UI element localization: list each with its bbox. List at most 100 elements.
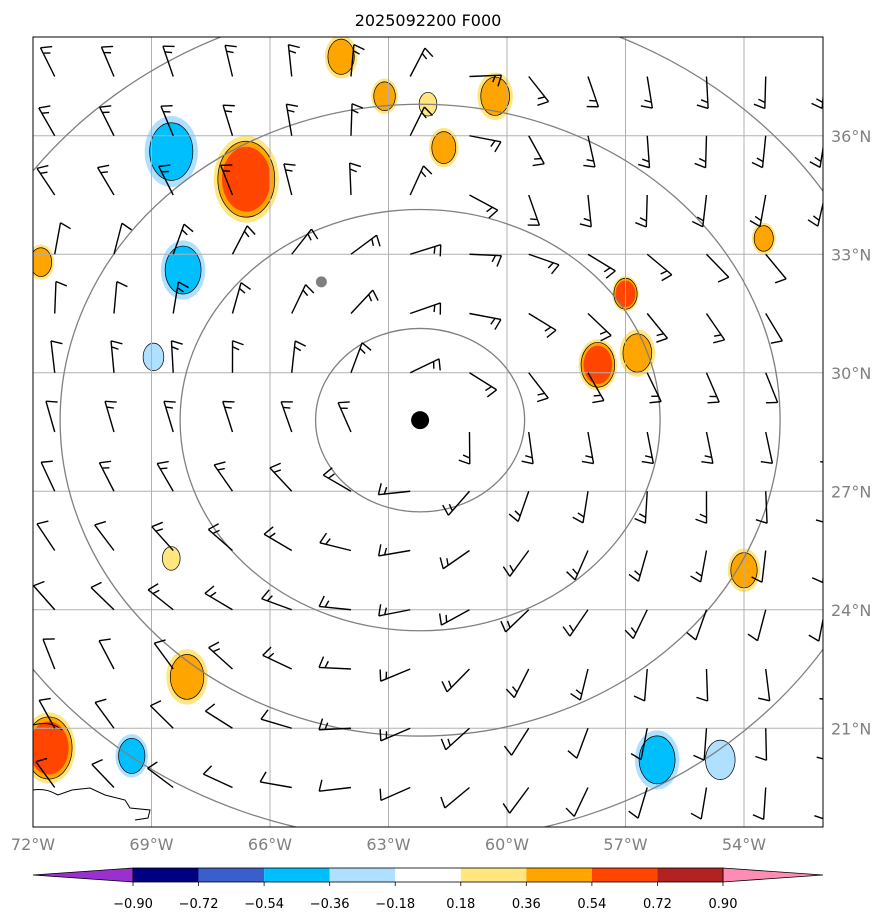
wind-barb [696, 76, 709, 110]
wind-barb [583, 135, 596, 168]
wind-barb [442, 490, 471, 516]
wind-barb [646, 313, 668, 343]
range-ring [314, 327, 526, 513]
longitude-tick-labels: 72°W 69°W 66°W 63°W 60°W 57°W 54°W [11, 835, 766, 854]
wind-barb [815, 519, 823, 523]
wind-barbs [33, 43, 840, 821]
wind-barb [641, 431, 655, 465]
wind-barb [528, 312, 557, 339]
wind-barb [528, 76, 550, 106]
wind-barb [269, 462, 293, 492]
wind-barb [99, 105, 115, 137]
wind-barb [377, 483, 411, 496]
contour-fill [583, 345, 613, 385]
wind-barb [202, 765, 233, 789]
range-ring [59, 103, 781, 737]
longitude-tick-label: 66°W [248, 835, 292, 854]
colorbar-segment [264, 868, 330, 882]
colorbar-segment [395, 868, 461, 882]
wind-barb [528, 253, 560, 275]
colorbar-tick-label: −0.18 [375, 897, 415, 912]
wind-barb [751, 135, 767, 169]
wind-barb [318, 718, 352, 731]
wind-barb [753, 76, 767, 110]
wind-barb [705, 253, 730, 283]
latitude-tick-label: 24°N [831, 601, 871, 620]
shaded-feature [634, 730, 680, 790]
map-plot-area [33, 37, 840, 827]
colorbar-segment [657, 868, 723, 882]
wind-barb [502, 787, 530, 814]
wind-barb [337, 401, 352, 433]
wind-barb [350, 43, 365, 77]
wind-barb [40, 460, 56, 492]
wind-barb [204, 585, 233, 611]
wind-barb [500, 609, 530, 633]
wind-barb [438, 609, 470, 626]
wind-barb [587, 372, 605, 404]
contour-fill [638, 735, 676, 785]
wind-barb [572, 491, 589, 524]
colorbar-tick-label: 0.90 [709, 897, 738, 912]
wind-barb [172, 281, 189, 314]
wind-barb [205, 703, 233, 729]
storm-center-marker [411, 411, 430, 430]
wind-barb [570, 668, 589, 701]
wind-barb [760, 431, 774, 464]
wind-barb [633, 668, 648, 702]
wind-barb [634, 491, 648, 524]
contour-fill [118, 737, 146, 774]
wind-barb [156, 460, 174, 492]
colorbar-tick-label: −0.54 [244, 897, 284, 912]
wind-barb [36, 164, 56, 196]
chart-title: 2025092200 F000 [355, 11, 502, 30]
wind-barb [224, 44, 237, 77]
wind-barb [469, 372, 498, 398]
wind-barb [505, 668, 530, 699]
wind-barb [635, 194, 648, 228]
wind-barb [151, 521, 174, 551]
wind-barb [690, 550, 708, 583]
wind-barb [409, 106, 433, 137]
wind-barb [208, 641, 233, 670]
wind-barb [469, 253, 503, 267]
colorbar-tick-label: −0.72 [179, 897, 219, 912]
wind-barb [808, 616, 823, 642]
latitude-tick-label: 30°N [831, 364, 871, 383]
shaded-feature [578, 339, 618, 391]
wind-barb [819, 697, 823, 700]
shaded-feature [166, 649, 208, 705]
longitude-tick-label: 54°W [722, 835, 766, 854]
wind-barb [231, 340, 244, 373]
wind-barb [811, 569, 823, 584]
contour-fill [221, 146, 271, 212]
wind-barb [751, 550, 767, 583]
wind-barb [508, 491, 530, 523]
wind-barb [528, 372, 549, 403]
wind-barb [749, 194, 767, 228]
colorbar-segment [591, 868, 658, 882]
wind-barb [163, 400, 176, 433]
wind-barb [624, 609, 648, 640]
contour-fill [705, 739, 736, 780]
wind-barb [825, 314, 840, 344]
contour-fill [162, 546, 181, 571]
wind-barb [765, 253, 787, 284]
wind-barb [98, 460, 115, 492]
longitude-tick-label: 57°W [603, 835, 647, 854]
wind-barb [816, 756, 823, 760]
wind-barb [567, 728, 589, 759]
shaded-feature [33, 712, 76, 784]
wind-barb [104, 400, 117, 433]
wind-barb [565, 787, 589, 817]
wind-barb [207, 523, 233, 552]
shaded-feature [477, 72, 513, 120]
wind-barb [469, 312, 502, 330]
latitude-tick-label: 21°N [831, 719, 871, 738]
wind-barb [640, 76, 654, 109]
shaded-feature [751, 222, 776, 255]
wind-barb [503, 727, 530, 756]
wind-barb [586, 76, 600, 108]
wind-barb [691, 194, 708, 228]
